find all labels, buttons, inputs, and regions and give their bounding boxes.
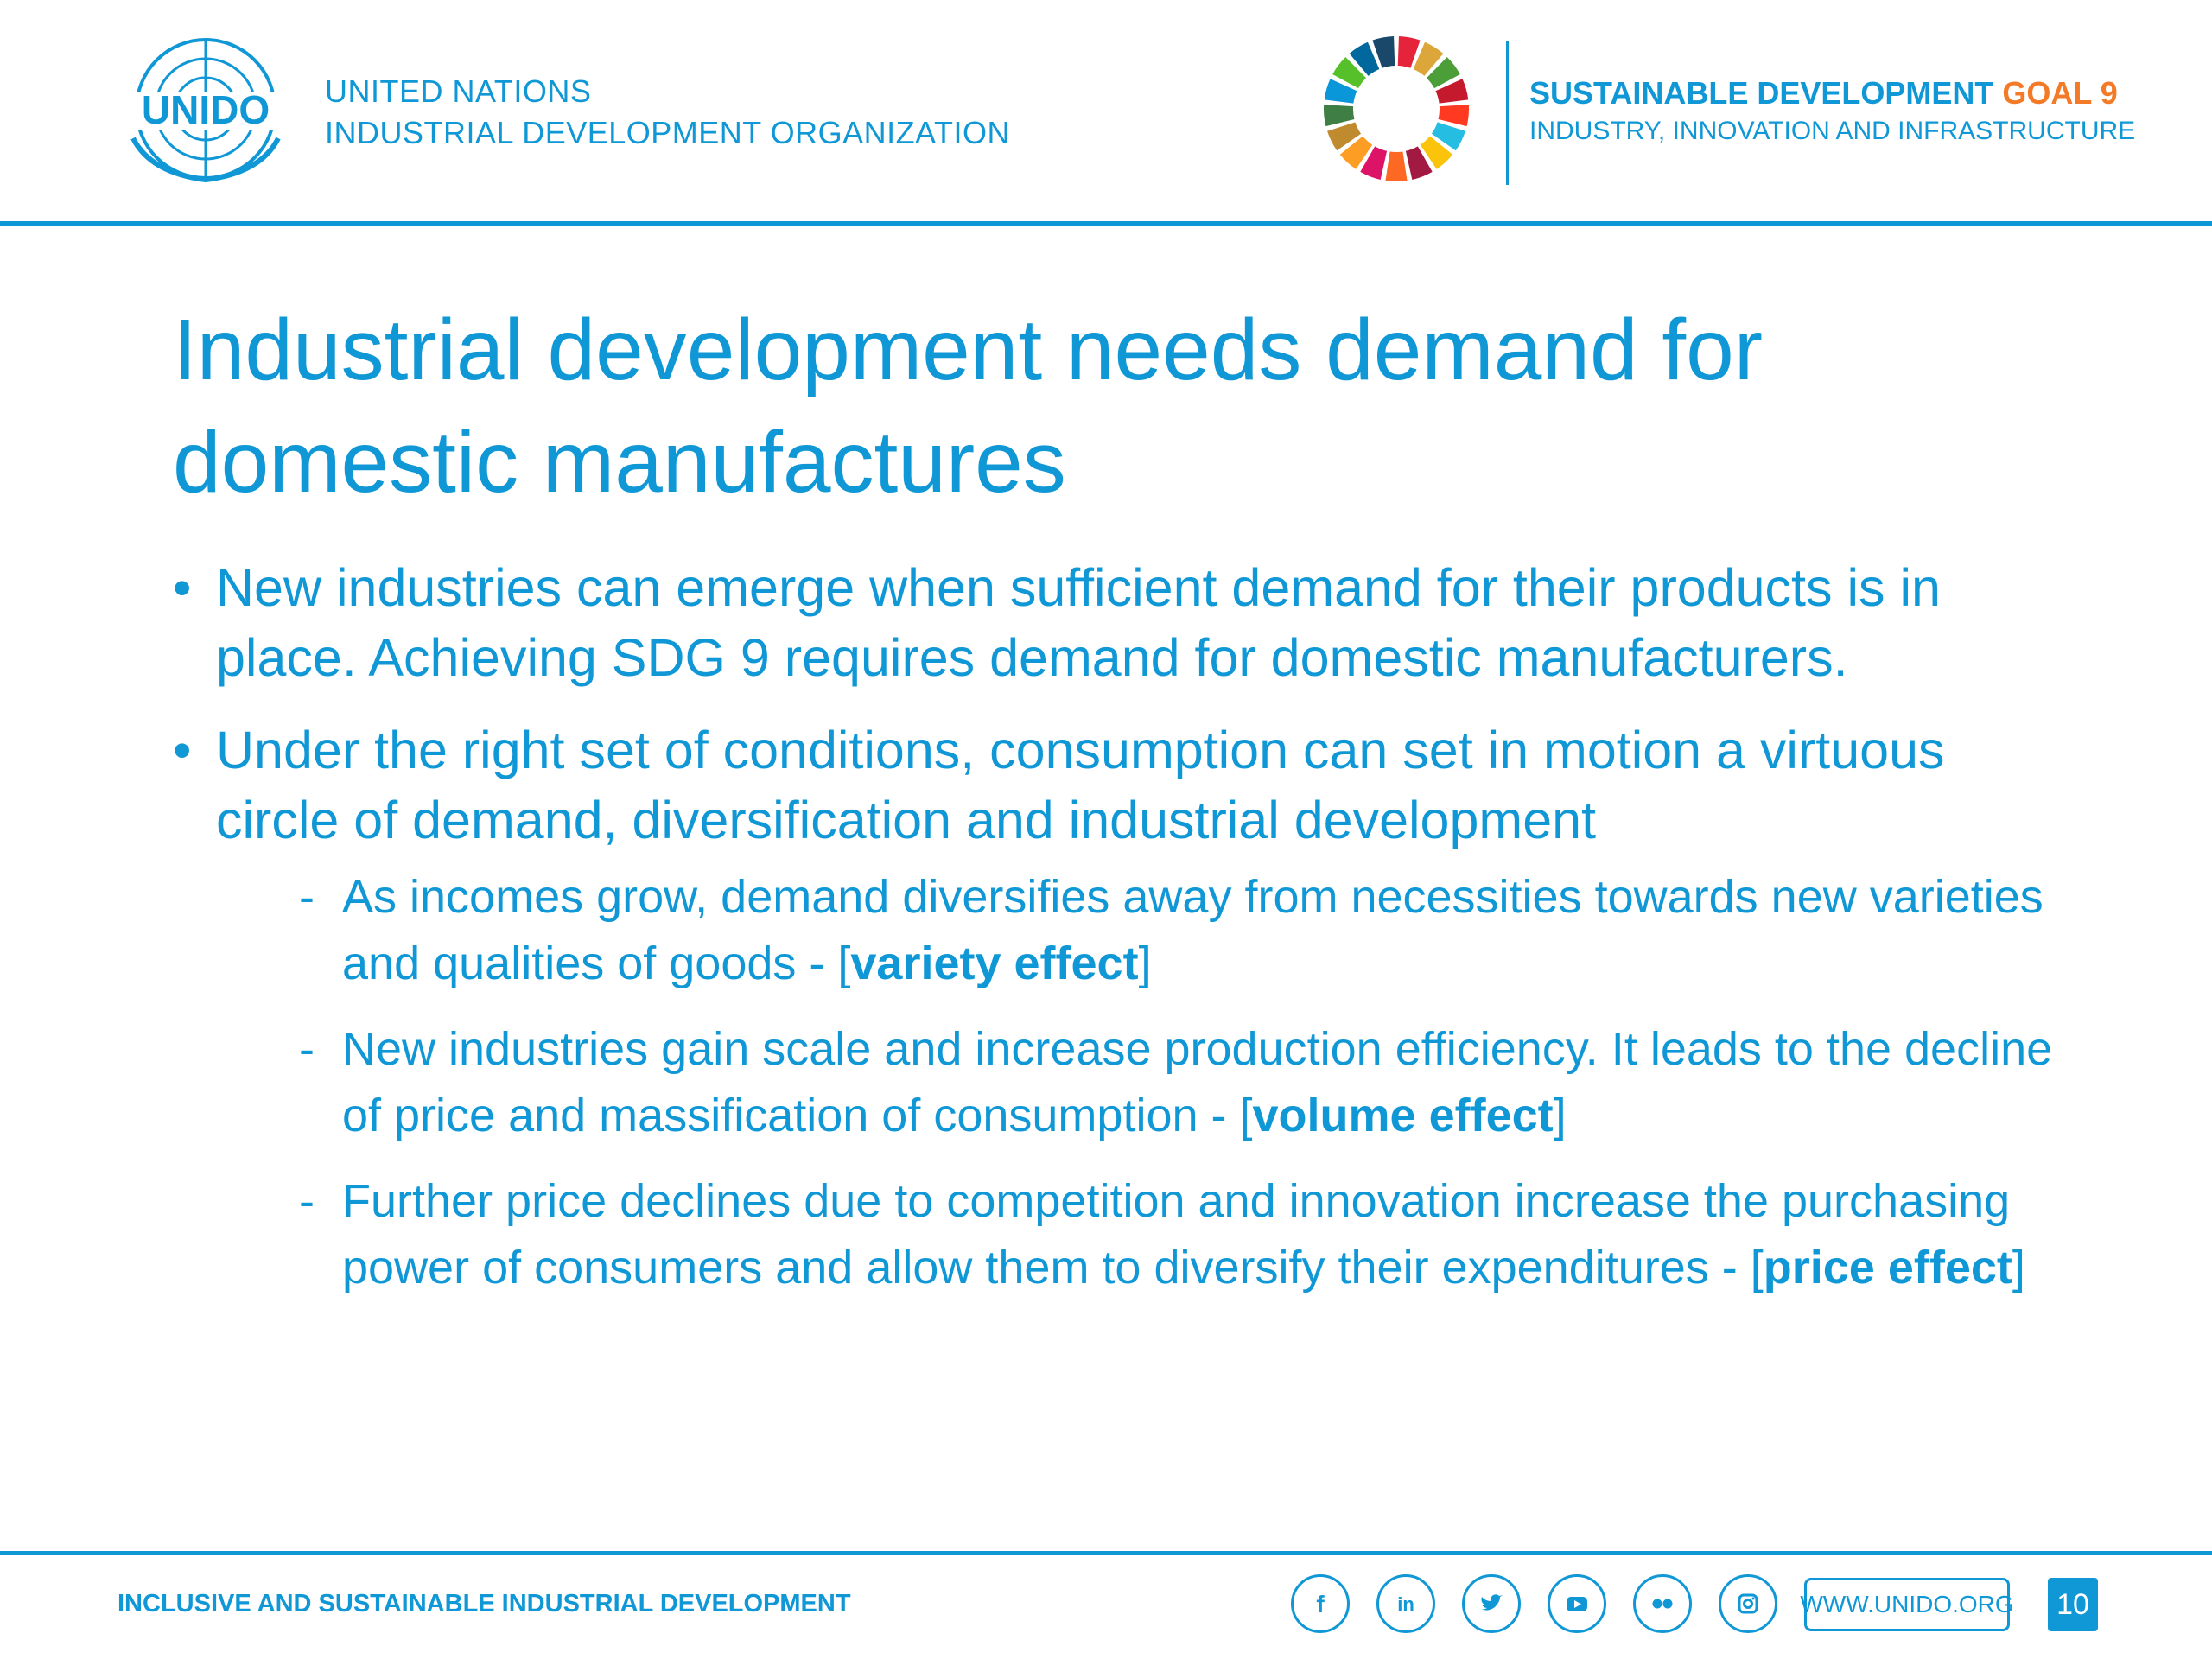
sdg-wheel-segment bbox=[1332, 56, 1367, 89]
sdg-wheel-segment bbox=[1385, 151, 1408, 181]
subbullet-text: New industries gain scale and increase p… bbox=[342, 1023, 2053, 1141]
sdg-wheel-segment bbox=[1431, 122, 1465, 151]
bullet-text: Under the right set of conditions, consu… bbox=[216, 721, 1945, 849]
header: UNIDO UNITED NATIONS INDUSTRIAL DEVELOPM… bbox=[0, 0, 2212, 226]
sdg-wheel-segment bbox=[1324, 79, 1357, 104]
slide-title: Industrial development needs demand for … bbox=[173, 294, 2074, 518]
youtube-icon[interactable] bbox=[1548, 1574, 1606, 1633]
twitter-icon[interactable] bbox=[1462, 1574, 1521, 1633]
organization-name: UNITED NATIONS INDUSTRIAL DEVELOPMENT OR… bbox=[325, 71, 1010, 154]
sdg-title: SUSTAINABLE DEVELOPMENT GOAL 9 bbox=[1529, 73, 2135, 114]
sdg-wheel-segment bbox=[1413, 41, 1444, 76]
subbullet-close: ] bbox=[1553, 1090, 1567, 1141]
unido-logo: UNIDO bbox=[119, 38, 292, 183]
effect-label: price effect bbox=[1763, 1242, 2012, 1294]
website-link[interactable]: WWW.UNIDO.ORG bbox=[1800, 1578, 2014, 1631]
sdg-title-text: SUSTAINABLE DEVELOPMENT bbox=[1529, 75, 1994, 111]
sdg-wheel-segment bbox=[1339, 136, 1373, 169]
svg-text:f: f bbox=[1316, 1591, 1325, 1618]
sdg-wheel-segment bbox=[1327, 122, 1362, 151]
sdg-wheel-segment bbox=[1420, 136, 1453, 169]
sdg-wheel-segment bbox=[1360, 146, 1388, 180]
subbullet-item: Further price declines due to competitio… bbox=[299, 1168, 2074, 1301]
sdg-label: SUSTAINABLE DEVELOPMENT GOAL 9 INDUSTRY,… bbox=[1529, 73, 2135, 149]
subbullet-text: As incomes grow, demand diversifies away… bbox=[342, 871, 2044, 989]
bullet-text: New industries can emerge when sufficien… bbox=[216, 558, 1941, 687]
svg-text:UNIDO: UNIDO bbox=[142, 87, 270, 132]
bullet-item: New industries can emerge when sufficien… bbox=[173, 553, 2074, 693]
sdg-wheel-segment bbox=[1426, 56, 1460, 89]
org-name-line1: UNITED NATIONS bbox=[325, 73, 592, 109]
org-name-line2: INDUSTRIAL DEVELOPMENT ORGANIZATION bbox=[325, 115, 1010, 150]
subbullet-list: As incomes grow, demand diversifies away… bbox=[299, 864, 2074, 1301]
svg-text:in: in bbox=[1397, 1593, 1414, 1615]
bullet-list: New industries can emerge when sufficien… bbox=[173, 553, 2074, 1324]
sdg-wheel-segment bbox=[1324, 105, 1355, 127]
subbullet-close: ] bbox=[1138, 938, 1152, 989]
sdg-wheel-segment bbox=[1397, 36, 1421, 68]
flickr-icon[interactable] bbox=[1633, 1574, 1692, 1633]
sdg-goal-text: GOAL 9 bbox=[2002, 75, 2118, 111]
header-divider bbox=[1506, 41, 1509, 185]
linkedin-icon[interactable]: in bbox=[1376, 1574, 1435, 1633]
sdg-subtitle: INDUSTRY, INNOVATION AND INFRASTRUCTURE bbox=[1529, 117, 2136, 145]
subbullet-item: As incomes grow, demand diversifies away… bbox=[299, 864, 2074, 997]
bullet-item: Under the right set of conditions, consu… bbox=[173, 715, 2074, 1301]
subbullet-close: ] bbox=[2012, 1242, 2025, 1294]
effect-label: volume effect bbox=[1252, 1090, 1554, 1141]
sdg-wheel-segment bbox=[1438, 105, 1469, 127]
header-rule bbox=[0, 221, 2212, 226]
title-line1: Industrial development needs demand for bbox=[173, 302, 1764, 398]
facebook-icon[interactable]: f bbox=[1291, 1574, 1350, 1633]
sdg-wheel-segment bbox=[1372, 36, 1395, 68]
title-line2: domestic manufactures bbox=[173, 414, 1066, 511]
sdg-wheel-segment bbox=[1405, 146, 1433, 180]
sdg-wheel-logo bbox=[1324, 36, 1469, 181]
subbullet-text: Further price declines due to competitio… bbox=[342, 1175, 2011, 1294]
subbullet-item: New industries gain scale and increase p… bbox=[299, 1016, 2074, 1149]
effect-label: variety effect bbox=[850, 938, 1139, 989]
footer-rule bbox=[0, 1551, 2212, 1555]
instagram-icon[interactable] bbox=[1719, 1574, 1777, 1633]
sdg-wheel-segment bbox=[1435, 79, 1469, 104]
sdg-wheel-segment bbox=[1349, 41, 1380, 76]
page-number: 10 bbox=[2048, 1578, 2098, 1631]
footer-tagline: INCLUSIVE AND SUSTAINABLE INDUSTRIAL DEV… bbox=[118, 1590, 851, 1618]
